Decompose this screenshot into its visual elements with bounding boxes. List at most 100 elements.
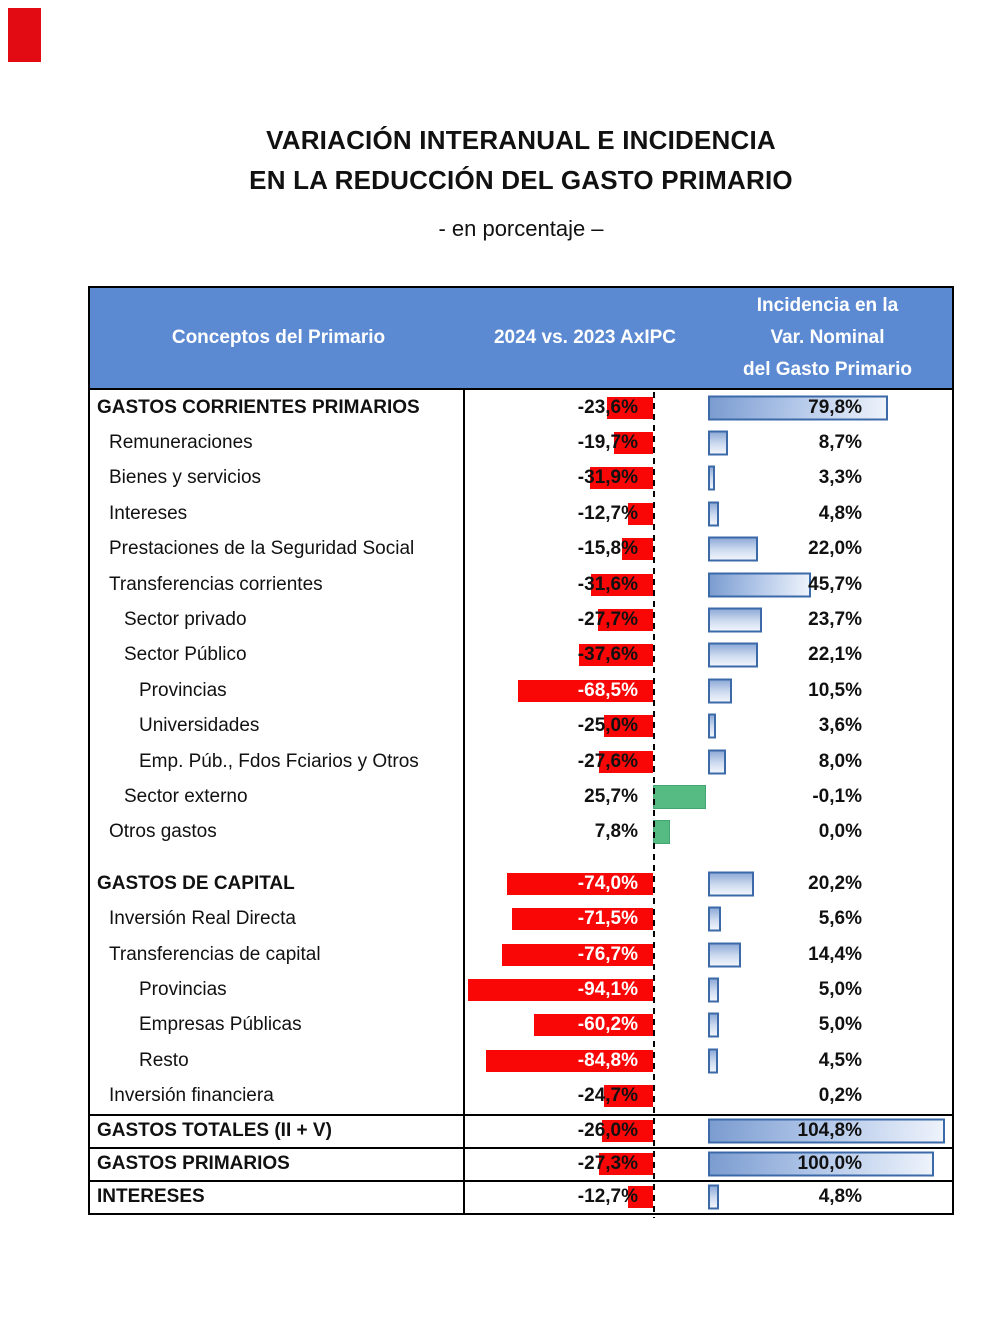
incidence-bar	[708, 906, 721, 932]
incidence-bar	[708, 1151, 934, 1177]
spacer-label-cell	[90, 850, 465, 867]
table-row: Remuneraciones -19,7% 8,7%	[90, 425, 952, 461]
variation-value: -84,8%	[577, 1049, 638, 1071]
variation-value: -71,5%	[577, 908, 638, 930]
variation-bar	[590, 573, 653, 596]
row-chart-cell: -84,8% 4,5%	[465, 1043, 952, 1078]
row-chart-cell: -27,6% 8,0%	[465, 744, 952, 779]
incidence-value: 5,6%	[818, 908, 862, 930]
section-spacer	[90, 850, 952, 867]
incidence-value: -0,1%	[812, 785, 862, 807]
incidence-value: 100,0%	[797, 1153, 862, 1175]
variation-value: -25,0%	[577, 715, 638, 737]
row-label: Remuneraciones	[90, 425, 465, 461]
incidence-value: 4,8%	[818, 502, 862, 524]
header-incidence-line2: Var. Nominal	[770, 327, 885, 348]
incidence-value: 22,0%	[808, 538, 862, 560]
incidence-bar	[708, 465, 716, 491]
incidence-value: 4,5%	[818, 1049, 862, 1071]
incidence-value: 8,7%	[818, 432, 862, 454]
variation-value: -31,9%	[577, 467, 638, 489]
table-row: Inversión Real Directa -71,5% 5,6%	[90, 901, 952, 937]
row-label: Transferencias de capital	[90, 936, 465, 973]
table-row: Bienes y servicios -31,9% 3,3%	[90, 460, 952, 497]
variation-bar	[590, 467, 653, 490]
incidence-bar	[708, 536, 758, 562]
row-chart-cell: -76,7% 14,4%	[465, 937, 952, 972]
variation-value: -12,7%	[577, 502, 638, 524]
row-chart-cell: -15,8% 22,0%	[465, 532, 952, 567]
variation-value: -27,6%	[577, 750, 638, 772]
row-label: Inversión Real Directa	[90, 901, 465, 937]
variation-value: 25,7%	[584, 785, 638, 807]
variation-bar	[467, 978, 653, 1001]
row-chart-cell: -31,9% 3,3%	[465, 461, 952, 496]
incidence-value: 104,8%	[797, 1120, 862, 1142]
dashed-zero-line	[653, 392, 655, 1218]
row-chart-cell: -68,5% 10,5%	[465, 673, 952, 708]
row-chart-cell: -27,3% 100,0%	[465, 1149, 952, 1180]
table-row: Inversión financiera -24,7% 0,2%	[90, 1078, 952, 1114]
incidence-value: 0,0%	[818, 821, 862, 843]
page-title-line1: VARIACIÓN INTERANUAL E INCIDENCIA	[266, 125, 776, 155]
incidence-value: 14,4%	[808, 943, 862, 965]
incidence-bar	[708, 1184, 719, 1210]
total-row: GASTOS TOTALES (II + V) -26,0% 104,8%	[88, 1113, 954, 1149]
variation-bar	[653, 784, 706, 809]
variation-bar	[621, 538, 653, 561]
incidence-bar	[708, 607, 762, 633]
row-chart-cell: -25,0% 3,6%	[465, 709, 952, 744]
row-label: Sector Público	[90, 637, 465, 674]
variation-value: 7,8%	[594, 821, 638, 843]
variation-value: -27,7%	[577, 609, 638, 631]
variation-bar	[601, 1120, 653, 1143]
incidence-value: 5,0%	[818, 1014, 862, 1036]
variation-bar	[507, 872, 653, 895]
variation-value: -60,2%	[577, 1014, 638, 1036]
variation-bar	[598, 609, 653, 632]
table-row: Provincias -68,5% 10,5%	[90, 673, 952, 709]
variation-bar	[653, 820, 671, 845]
variation-bar	[614, 432, 653, 455]
variation-bar	[598, 750, 653, 773]
variation-value: -15,8%	[577, 538, 638, 560]
title-block: VARIACIÓN INTERANUAL E INCIDENCIA EN LA …	[88, 120, 954, 242]
row-chart-cell: -71,5% 5,6%	[465, 901, 952, 936]
total-row: GASTOS PRIMARIOS -27,3% 100,0%	[88, 1146, 954, 1182]
variation-bar	[604, 1085, 653, 1108]
table-body: GASTOS CORRIENTES PRIMARIOS -23,6% 79,8% Re…	[88, 388, 954, 1116]
table-row: Otros gastos 7,8% 0,0%	[90, 814, 952, 851]
table-row: Transferencias corrientes -31,6% 45,7%	[90, 566, 952, 603]
red-corner-mark	[8, 8, 41, 62]
variation-bar	[485, 1049, 653, 1072]
row-label: Transferencias corrientes	[90, 566, 465, 603]
variation-value: -68,5%	[577, 679, 638, 701]
variation-bar	[606, 396, 653, 419]
incidence-value: 20,2%	[808, 872, 862, 894]
spacer-chart-cell	[465, 850, 952, 866]
incidence-bar	[708, 642, 758, 668]
header-variation: 2024 vs. 2023 AxIPC	[493, 327, 677, 348]
variation-value: -74,0%	[577, 872, 638, 894]
incidence-bar	[708, 1048, 719, 1074]
incidence-bar	[708, 713, 717, 739]
incidence-value: 10,5%	[808, 679, 862, 701]
incidence-value: 0,2%	[818, 1085, 862, 1107]
row-chart-cell: -12,7% 4,8%	[465, 496, 952, 531]
row-label: Provincias	[90, 673, 465, 709]
incidence-bar	[708, 572, 812, 598]
row-chart-cell: -94,1% 5,0%	[465, 972, 952, 1007]
variation-value: -12,7%	[577, 1186, 638, 1208]
variation-value: -24,7%	[577, 1085, 638, 1107]
incidence-bar	[708, 430, 728, 456]
row-chart-cell: -60,2% 5,0%	[465, 1008, 952, 1043]
variation-bar	[603, 715, 653, 738]
header-incidence-line1: Incidencia en la	[756, 295, 899, 316]
variation-bar	[627, 1186, 653, 1209]
row-label: Bienes y servicios	[90, 460, 465, 497]
row-label: Prestaciones de la Seguridad Social	[90, 531, 465, 567]
row-label: Emp. Púb., Fdos Fciarios y Otros	[90, 743, 465, 780]
table-row: Provincias -94,1% 5,0%	[90, 972, 952, 1008]
variation-value: -23,6%	[577, 396, 638, 418]
table-row: Empresas Públicas -60,2% 5,0%	[90, 1007, 952, 1044]
